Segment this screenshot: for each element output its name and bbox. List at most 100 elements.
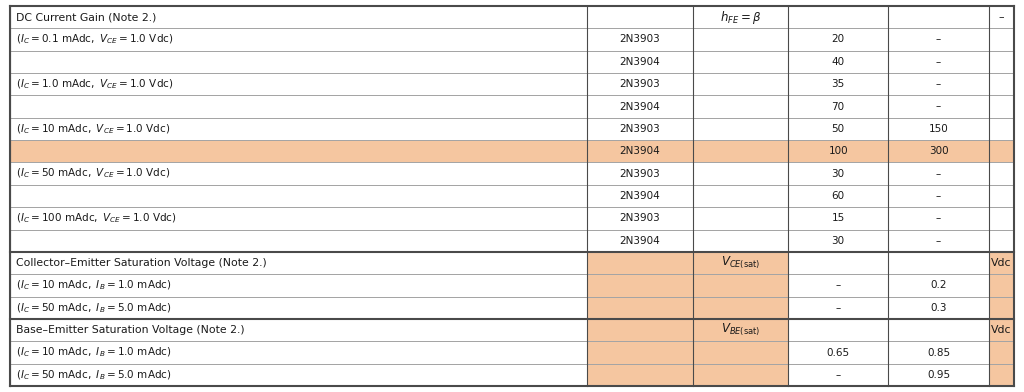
Bar [788, 364, 888, 386]
Bar [888, 28, 989, 51]
Bar [588, 118, 692, 140]
Text: 0.85: 0.85 [927, 348, 950, 358]
Bar [692, 51, 788, 73]
Text: –: – [936, 102, 941, 112]
Text: –: – [836, 370, 841, 380]
Bar [888, 140, 989, 162]
Bar [10, 162, 588, 185]
Bar [989, 28, 1014, 51]
Bar [888, 341, 989, 364]
Bar [888, 95, 989, 118]
Bar [788, 73, 888, 95]
Bar [788, 207, 888, 230]
Bar [10, 51, 588, 73]
Bar [989, 230, 1014, 252]
Text: –: – [936, 79, 941, 89]
Text: 60: 60 [831, 191, 845, 201]
Bar [888, 207, 989, 230]
Bar [10, 185, 588, 207]
Bar [788, 252, 888, 274]
Text: 300: 300 [929, 146, 948, 156]
Bar [588, 73, 692, 95]
Bar [10, 319, 588, 341]
Bar [10, 364, 588, 386]
Text: 2N3904: 2N3904 [620, 146, 660, 156]
Text: –: – [936, 169, 941, 179]
Bar [692, 319, 788, 341]
Bar [692, 185, 788, 207]
Bar [989, 341, 1014, 364]
Bar [10, 28, 588, 51]
Bar [989, 140, 1014, 162]
Text: $(I_C = 0.1\ \mathrm{mAdc},\ V_{CE} = 1.0\ \mathrm{Vdc})$: $(I_C = 0.1\ \mathrm{mAdc},\ V_{CE} = 1.… [16, 33, 174, 46]
Bar [10, 341, 588, 364]
Bar [588, 319, 692, 341]
Text: $(I_C = 50\ \mathrm{mAdc},\ V_{CE} = 1.0\ \mathrm{Vdc})$: $(I_C = 50\ \mathrm{mAdc},\ V_{CE} = 1.0… [16, 167, 171, 180]
Text: $V_{BE(\mathrm{sat})}$: $V_{BE(\mathrm{sat})}$ [721, 322, 760, 338]
Text: 2N3903: 2N3903 [620, 79, 660, 89]
Bar [888, 51, 989, 73]
Bar [10, 297, 588, 319]
Bar [788, 28, 888, 51]
Bar [888, 118, 989, 140]
Bar [788, 297, 888, 319]
Text: 20: 20 [831, 34, 845, 44]
Text: 2N3904: 2N3904 [620, 57, 660, 67]
Bar [588, 341, 692, 364]
Bar [888, 252, 989, 274]
Bar [989, 73, 1014, 95]
Bar [692, 297, 788, 319]
Text: 2N3904: 2N3904 [620, 102, 660, 112]
Text: 2N3903: 2N3903 [620, 34, 660, 44]
Bar [692, 73, 788, 95]
Text: $(I_C = 10\ \mathrm{mAdc},\ I_B = 1.0\ \mathrm{mAdc})$: $(I_C = 10\ \mathrm{mAdc},\ I_B = 1.0\ \… [16, 346, 172, 359]
Text: $V_{CE(\mathrm{sat})}$: $V_{CE(\mathrm{sat})}$ [721, 255, 760, 271]
Text: –: – [936, 236, 941, 246]
Text: 0.2: 0.2 [930, 280, 947, 290]
Bar [888, 162, 989, 185]
Bar [788, 95, 888, 118]
Bar [989, 207, 1014, 230]
Bar [888, 319, 989, 341]
Bar [788, 6, 888, 28]
Bar [989, 185, 1014, 207]
Bar [989, 364, 1014, 386]
Bar [788, 274, 888, 297]
Text: 2N3903: 2N3903 [620, 213, 660, 223]
Bar [692, 207, 788, 230]
Text: –: – [936, 34, 941, 44]
Bar [10, 6, 588, 28]
Bar [989, 95, 1014, 118]
Bar [989, 297, 1014, 319]
Text: $(I_C = 10\ \mathrm{mAdc},\ V_{CE} = 1.0\ \mathrm{Vdc})$: $(I_C = 10\ \mathrm{mAdc},\ V_{CE} = 1.0… [16, 122, 171, 136]
Bar [10, 207, 588, 230]
Text: 0.95: 0.95 [927, 370, 950, 380]
Bar [692, 252, 788, 274]
Bar [10, 274, 588, 297]
Bar [10, 140, 588, 162]
Bar [788, 185, 888, 207]
Text: $(I_C = 100\ \mathrm{mAdc},\ V_{CE} = 1.0\ \mathrm{Vdc})$: $(I_C = 100\ \mathrm{mAdc},\ V_{CE} = 1.… [16, 212, 177, 225]
Bar [888, 73, 989, 95]
Text: $(I_C = 10\ \mathrm{mAdc},\ I_B = 1.0\ \mathrm{mAdc})$: $(I_C = 10\ \mathrm{mAdc},\ I_B = 1.0\ \… [16, 279, 172, 292]
Bar [588, 95, 692, 118]
Text: $(I_C = 1.0\ \mathrm{mAdc},\ V_{CE} = 1.0\ \mathrm{Vdc})$: $(I_C = 1.0\ \mathrm{mAdc},\ V_{CE} = 1.… [16, 77, 174, 91]
Text: –: – [836, 280, 841, 290]
Text: –: – [936, 57, 941, 67]
Text: 0.65: 0.65 [826, 348, 850, 358]
Text: Collector–Emitter Saturation Voltage (Note 2.): Collector–Emitter Saturation Voltage (No… [16, 258, 267, 268]
Text: 2N3904: 2N3904 [620, 236, 660, 246]
Bar [888, 297, 989, 319]
Text: 150: 150 [929, 124, 948, 134]
Bar [989, 252, 1014, 274]
Text: 70: 70 [831, 102, 845, 112]
Bar [692, 140, 788, 162]
Text: $(I_C = 50\ \mathrm{mAdc},\ I_B = 5.0\ \mathrm{mAdc})$: $(I_C = 50\ \mathrm{mAdc},\ I_B = 5.0\ \… [16, 368, 172, 382]
Bar [588, 252, 692, 274]
Bar [692, 274, 788, 297]
Bar [588, 297, 692, 319]
Bar [10, 95, 588, 118]
Text: 2N3903: 2N3903 [620, 169, 660, 179]
Bar [888, 185, 989, 207]
Bar [788, 230, 888, 252]
